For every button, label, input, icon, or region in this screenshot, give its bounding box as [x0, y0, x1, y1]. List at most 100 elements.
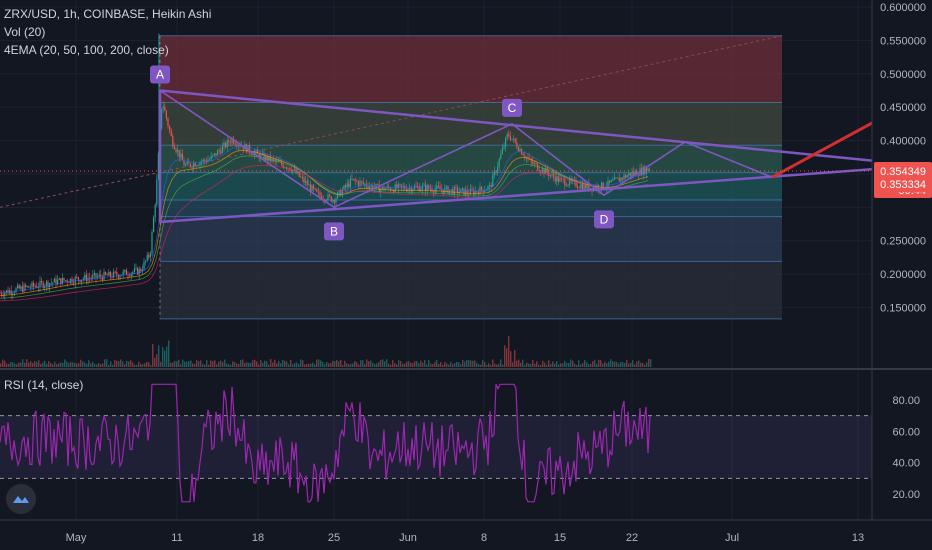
volume-bar: [484, 362, 486, 367]
candle-body: [273, 158, 275, 160]
volume-bar: [414, 360, 416, 367]
candle-body: [204, 159, 206, 161]
volume-bar: [340, 359, 342, 367]
candle-body: [175, 149, 177, 152]
candle-body: [143, 261, 145, 270]
volume-bar: [330, 363, 332, 367]
candle-body: [189, 163, 191, 167]
candle-body: [516, 142, 518, 148]
candle-body: [12, 293, 14, 295]
volume-bar: [398, 360, 400, 367]
volume-bar: [76, 363, 78, 367]
volume-bar: [126, 360, 128, 367]
candle-body: [122, 271, 124, 275]
candle-body: [569, 178, 571, 185]
volume-bar: [70, 362, 72, 367]
volume-bar: [384, 361, 386, 367]
fib-zone-2: [160, 145, 782, 173]
candle-body: [513, 138, 515, 140]
candle-body: [137, 267, 139, 275]
candle-body: [237, 145, 239, 147]
volume-bar: [586, 362, 588, 367]
candle-body: [157, 153, 159, 180]
candle-body: [61, 277, 63, 285]
logo-icon[interactable]: [6, 484, 36, 514]
volume-bar: [418, 363, 420, 367]
volume-bar: [560, 363, 562, 367]
candle-body: [101, 276, 103, 280]
candle-body: [394, 184, 396, 192]
candle-body: [306, 180, 308, 186]
candle-body: [81, 280, 83, 282]
candle-body: [223, 142, 225, 147]
candle-body: [90, 277, 92, 279]
volume-bar: [312, 362, 314, 367]
rsi-tick-label: 60.00: [892, 426, 920, 438]
rsi-tick-label: 20.00: [892, 489, 920, 501]
candle-body: [353, 179, 355, 180]
volume-bar: [368, 361, 370, 367]
pattern-point-b: B: [324, 222, 344, 241]
volume-bar: [452, 364, 454, 367]
volume-bar: [526, 362, 528, 367]
volume-bar: [650, 359, 652, 367]
volume-bar: [316, 359, 318, 367]
candle-body: [489, 184, 491, 187]
volume-bar: [102, 363, 104, 367]
candle-body: [418, 186, 420, 192]
volume-bar: [94, 363, 96, 367]
volume-bar: [512, 362, 514, 367]
volume-bar: [154, 357, 156, 367]
fib-zone-4: [160, 199, 782, 217]
volume-bar: [392, 360, 394, 367]
volume-bar: [350, 363, 352, 367]
volume-bar: [174, 360, 176, 367]
volume-bar: [58, 363, 60, 367]
candle-body: [565, 185, 567, 187]
volume-bar: [460, 364, 462, 367]
volume-bar: [272, 362, 274, 367]
candle-body: [389, 187, 391, 191]
volume-bar: [488, 363, 490, 367]
volume-bar: [496, 364, 498, 367]
candle-body: [477, 191, 479, 195]
candle-body: [556, 176, 558, 182]
volume-bar: [468, 360, 470, 367]
volume-bar: [228, 364, 230, 367]
candle-body: [397, 184, 399, 189]
volume-bar: [362, 360, 364, 367]
candle-body: [29, 287, 31, 289]
volume-bar: [62, 363, 64, 367]
candle-body: [535, 163, 537, 164]
candle-body: [409, 187, 411, 189]
candle-body: [493, 171, 495, 176]
volume-bar: [164, 350, 166, 367]
volume-bar: [380, 359, 382, 367]
candle-body: [279, 161, 281, 163]
candle-body: [0, 292, 1, 294]
volume-bar: [456, 362, 458, 367]
volume-bar: [110, 361, 112, 367]
candle-body: [407, 188, 409, 191]
candle-body: [20, 286, 22, 289]
candle-body: [28, 286, 30, 288]
pattern-point-label: A: [156, 67, 164, 81]
candle-body: [41, 281, 43, 283]
candle-body: [527, 157, 529, 159]
volume-bar: [440, 362, 442, 367]
candle-body: [372, 185, 374, 190]
volume-bar: [364, 364, 366, 367]
price-tick-label: 0.500000: [880, 69, 926, 81]
volume-bar: [344, 360, 346, 367]
volume-bar: [570, 359, 572, 367]
candle-body: [95, 273, 97, 278]
candle-body: [196, 165, 198, 167]
volume-bar: [602, 363, 604, 367]
candle-body: [191, 166, 193, 168]
candle-body: [564, 179, 566, 186]
volume-bar: [30, 361, 32, 367]
volume-bar: [548, 360, 550, 367]
candle-body: [98, 274, 100, 277]
candle-body: [52, 282, 54, 284]
